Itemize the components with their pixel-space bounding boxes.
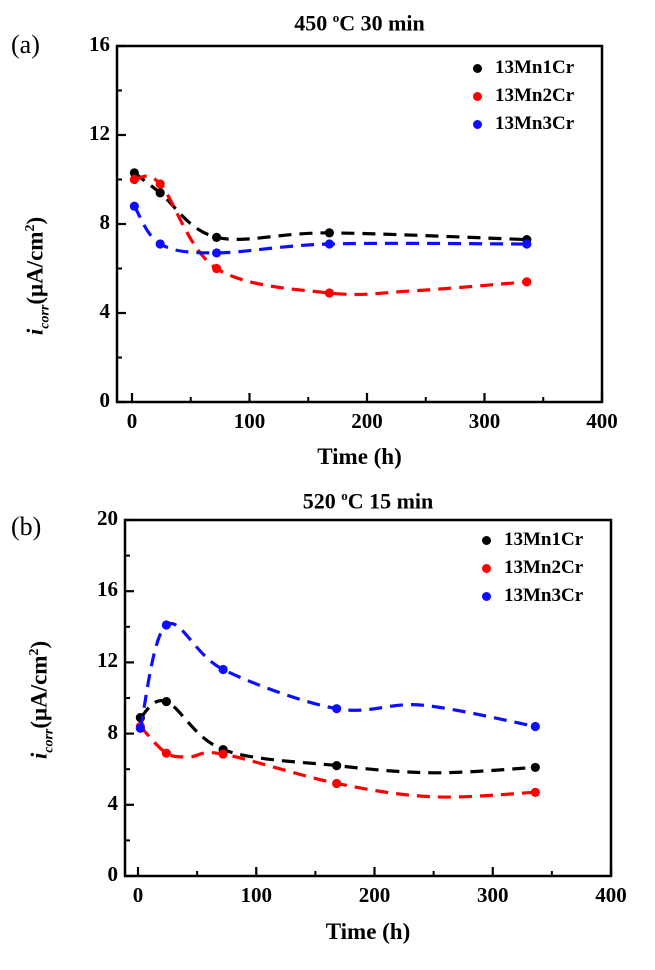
data-point-marker-13Mn1Cr [212, 232, 222, 242]
legend-label: 13Mn2Cr [504, 557, 584, 578]
x-tick-label: 100 [233, 409, 266, 433]
panel-a-letter: (a) [11, 30, 40, 59]
data-point-marker-13Mn2Cr [522, 277, 532, 287]
x-tick-label: 400 [595, 883, 627, 907]
panel-b-legend: 13Mn1Cr 13Mn2Cr 13Mn3Cr [482, 526, 583, 610]
x-tick-label: 100 [240, 883, 273, 907]
series-curve-13Mn3Cr [138, 621, 536, 729]
data-point-marker-13Mn3Cr [135, 723, 145, 733]
panel-b-title: 520 oC 15 min [125, 488, 611, 514]
x-tick-label: 0 [132, 883, 144, 907]
x-tick-label: 300 [468, 409, 501, 433]
x-tick-label: 0 [126, 409, 138, 433]
legend-label: 13Mn2Cr [495, 85, 575, 106]
x-tick-label: 200 [351, 409, 383, 433]
y-unit-sup: 2 [23, 224, 39, 232]
black-dot-marker-icon [482, 535, 491, 545]
plot-frame [115, 44, 604, 404]
legend-label: 13Mn3Cr [504, 585, 584, 606]
red-dot-marker-icon [482, 563, 491, 573]
x-tick-label: 200 [358, 883, 391, 907]
y-tick-label: 20 [97, 506, 118, 530]
degree-superscript: o [341, 488, 348, 503]
data-point-marker-13Mn2Cr [161, 748, 171, 758]
data-point-marker-13Mn3Cr [212, 248, 222, 258]
y-tick-label: 16 [89, 32, 110, 56]
data-point-marker-13Mn2Cr [530, 787, 540, 797]
y-tick-label: 8 [107, 719, 119, 744]
data-point-marker-13Mn2Cr [155, 179, 165, 189]
data-point-marker-13Mn3Cr [324, 239, 334, 249]
data-point-marker-13Mn3Cr [161, 620, 171, 630]
plot-frame [123, 518, 613, 878]
y-unit-post: ) [26, 640, 52, 649]
black-dot-marker-icon [473, 63, 482, 73]
data-point-marker-13Mn3Cr [522, 239, 532, 249]
legend-item: 13Mn1Cr [482, 526, 583, 554]
icorr-symbol: i [26, 752, 52, 760]
data-point-marker-13Mn3Cr [530, 721, 540, 732]
panel-b-title-pre: 520 [302, 488, 342, 514]
legend-item: 13Mn3Cr [482, 582, 583, 610]
series-curve-13Mn2Cr [139, 725, 536, 799]
x-tick-label: 300 [477, 883, 509, 907]
data-point-marker-13Mn1Cr [324, 228, 334, 238]
data-point-marker-13Mn2Cr [332, 778, 342, 789]
y-unit-pre: (μA/cm [22, 231, 48, 305]
legend-item: 13Mn3Cr [473, 110, 574, 138]
data-point-marker-13Mn3Cr [129, 201, 139, 211]
data-point-marker-13Mn3Cr [332, 704, 342, 714]
y-tick-label: 0 [107, 862, 119, 886]
panel-a-title: 450 oC 30 min [117, 10, 602, 36]
y-tick-label: 12 [89, 121, 110, 145]
data-point-marker-13Mn1Cr [129, 168, 139, 178]
panel-b-title-post: C 15 min [347, 488, 434, 514]
legend-label: 13Mn1Cr [495, 57, 575, 78]
legend-item: 13Mn1Cr [473, 54, 574, 82]
data-point-marker-13Mn1Cr [332, 761, 342, 771]
data-point-marker-13Mn1Cr [155, 188, 165, 198]
degree-superscript: o [332, 10, 340, 25]
y-tick-label: 12 [97, 648, 118, 673]
legend-item: 13Mn2Cr [473, 82, 574, 110]
data-point-marker-13Mn1Cr [530, 762, 540, 773]
data-point-marker-13Mn3Cr [155, 239, 165, 249]
panel-a-x-axis-title: Time (h) [317, 444, 402, 469]
panel-b-letter: (b) [11, 512, 42, 541]
blue-dot-marker-icon [482, 591, 491, 601]
y-tick-label: 8 [99, 210, 111, 234]
panel-a-title-pre: 450 [294, 10, 333, 36]
red-dot-marker-icon [473, 91, 482, 101]
legend-label: 13Mn3Cr [495, 113, 575, 134]
panel-b-x-axis-title: Time (h) [325, 919, 411, 944]
legend-label: 13Mn1Cr [504, 529, 584, 550]
x-tick-label: 400 [586, 409, 618, 433]
panel-a-legend: 13Mn1Cr 13Mn2Cr 13Mn3Cr [473, 54, 574, 138]
data-point-marker-13Mn2Cr [218, 749, 228, 759]
y-tick-label: 16 [97, 577, 118, 602]
data-point-marker-13Mn2Cr [212, 263, 222, 274]
y-tick-label: 0 [99, 388, 111, 412]
data-point-marker-13Mn2Cr [129, 174, 139, 185]
y-tick-label: 4 [107, 790, 119, 815]
panel-a-title-post: C 30 min [339, 10, 425, 36]
y-tick-label: 4 [99, 299, 111, 323]
data-point-marker-13Mn1Cr [161, 696, 171, 707]
legend-item: 13Mn2Cr [482, 554, 583, 582]
data-point-marker-13Mn2Cr [324, 288, 334, 298]
y-unit-sup: 2 [27, 648, 43, 656]
icorr-symbol: i [22, 328, 48, 336]
blue-dot-marker-icon [473, 119, 482, 129]
data-point-marker-13Mn3Cr [218, 664, 228, 675]
